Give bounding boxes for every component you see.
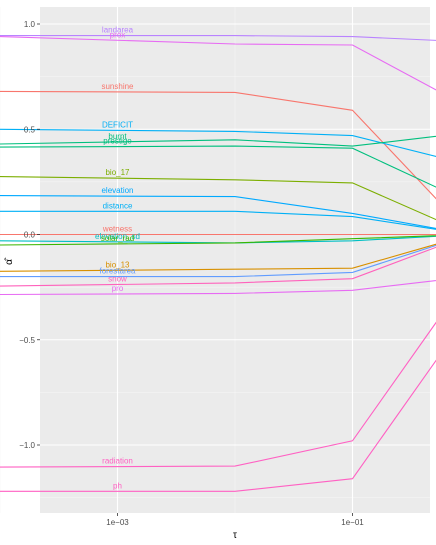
series-label-prestige: prestige [103,137,132,146]
series-label-solar_rad: solar_rad [101,234,134,243]
x-axis-title: τ [233,530,237,541]
series-label-forestarea: forestarea [99,267,136,276]
series-label-burnt: burnt [108,132,127,141]
minor-gridlines [0,7,430,513]
series-line-prox [0,36,436,91]
y-axis-ticks: −1.0 −0.5 0.0 0.5 1.0 [19,20,40,450]
series-lines [0,35,436,492]
series-line-radiation [0,321,436,468]
y-axis-title: α̂ [3,257,15,265]
series-line-elevation_sd [0,235,436,244]
y-tick-label: −0.5 [19,336,35,345]
series-label-pro: pro [112,284,124,293]
y-tick-label: 1.0 [24,20,36,29]
series-line-bio_17 [0,176,436,221]
y-tick-label: −1.0 [19,441,35,450]
series-line-snow [0,246,436,287]
series-label-ph: ph [113,481,122,490]
series-line-pro [0,280,436,296]
series-label-landarea: landarea [102,26,134,35]
series-label-elevation_sd: elevation_sd [95,232,140,241]
y-tick-label: 0.0 [24,231,36,240]
series-line-ph [0,359,436,492]
series-label-elevation: elevation [101,186,133,195]
series-line-distance [0,210,436,230]
series-line-forestarea [0,244,436,278]
series-line-prestige [0,145,436,188]
y-tick-label: 0.5 [24,125,36,134]
x-tick-label: 1e−01 [341,518,364,527]
series-line-landarea [0,35,436,41]
series-label-wetness: wetness [102,225,132,234]
series-label-distance: distance [103,201,133,210]
series-label-bio_17: bio_17 [105,168,130,177]
series-line-burnt [0,135,436,147]
series-label-DEFICIT: DEFICIT [102,120,133,129]
series-label-prox: prox [110,30,126,39]
x-tick-label: 1e−03 [106,518,129,527]
series-line-bio_13 [0,243,436,272]
series-label-radiation: radiation [102,457,133,466]
series-line-DEFICIT [0,128,436,158]
series-label-snow: snow [108,275,127,284]
series-line-sunshine [0,90,436,200]
series-line-elevation [0,195,436,229]
series-label-sunshine: sunshine [101,82,134,91]
series-label-bio_13: bio_13 [105,260,130,269]
series-line-solar_rad [0,235,436,246]
